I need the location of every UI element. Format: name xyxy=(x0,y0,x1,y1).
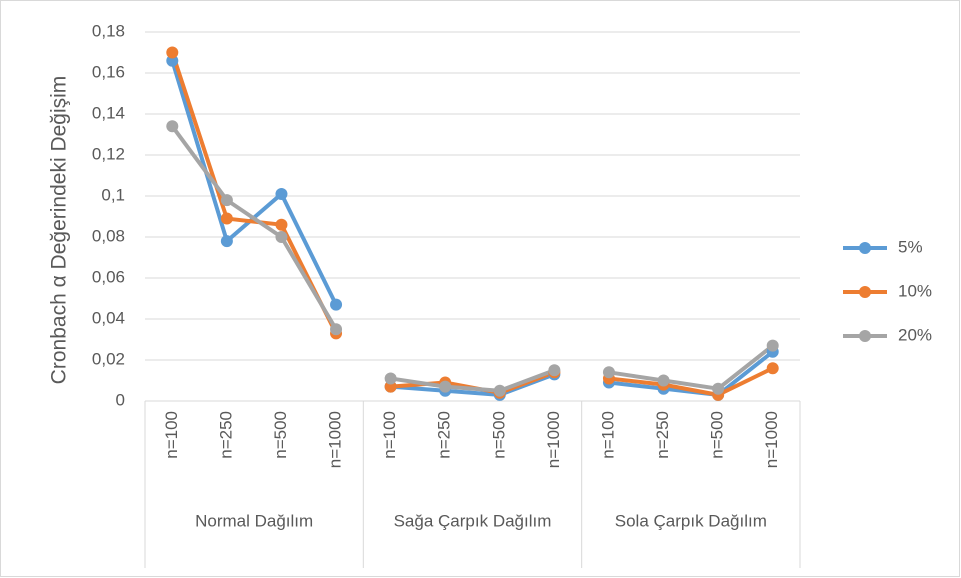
x-tick-label: n=100 xyxy=(380,411,399,459)
data-point xyxy=(330,298,343,311)
data-point xyxy=(602,366,615,379)
series-line xyxy=(170,51,338,335)
x-tick-label: n=1000 xyxy=(544,411,563,468)
legend-marker xyxy=(859,286,871,298)
legend-marker xyxy=(859,330,871,342)
y-tick-label: 0,04 xyxy=(92,308,125,327)
group-label: Sağa Çarpık Dağılım xyxy=(394,511,552,530)
group-label: Normal Dağılım xyxy=(195,511,313,530)
legend-label: 5% xyxy=(898,237,923,256)
group-label: Sola Çarpık Dağılım xyxy=(615,511,767,530)
x-tick-label: n=500 xyxy=(271,411,290,459)
x-tick-label: n=500 xyxy=(708,411,727,459)
y-tick-label: 0,08 xyxy=(92,226,125,245)
y-tick-label: 0,02 xyxy=(92,349,125,368)
x-tick-label: n=1000 xyxy=(326,411,345,468)
data-point xyxy=(439,380,452,393)
legend-marker xyxy=(859,242,871,254)
data-point xyxy=(712,382,725,395)
x-tick-label: n=1000 xyxy=(762,411,781,468)
x-tick-label: n=250 xyxy=(216,411,235,459)
y-axis-title: Cronbach α Değerindeki Değişim xyxy=(48,76,71,385)
data-point xyxy=(275,231,288,243)
y-tick-label: 0,12 xyxy=(92,144,125,163)
series-line xyxy=(608,344,774,391)
y-tick-label: 0 xyxy=(116,390,125,409)
data-point xyxy=(166,54,179,67)
data-point xyxy=(275,187,288,200)
y-tick-label: 0,14 xyxy=(92,103,125,122)
legend-label: 20% xyxy=(898,325,932,344)
data-point xyxy=(766,339,779,352)
y-tick-label: 0,06 xyxy=(92,267,125,286)
data-point xyxy=(548,364,561,377)
x-tick-label: n=100 xyxy=(598,411,617,459)
data-point xyxy=(220,194,233,207)
series-line xyxy=(390,368,556,393)
x-tick-label: n=250 xyxy=(653,411,672,459)
x-tick-label: n=250 xyxy=(435,411,454,459)
data-point xyxy=(657,374,670,387)
data-point xyxy=(384,372,397,385)
x-tick-label: n=100 xyxy=(162,411,181,459)
data-point xyxy=(275,218,288,231)
x-tick-label: n=500 xyxy=(489,411,508,459)
data-point xyxy=(220,235,233,248)
data-point xyxy=(330,323,343,336)
data-point xyxy=(220,212,233,225)
y-tick-label: 0,1 xyxy=(101,185,125,204)
y-tick-label: 0,16 xyxy=(92,62,125,81)
series-line xyxy=(608,366,774,397)
series-line xyxy=(608,350,774,397)
data-point xyxy=(166,46,179,59)
data-point xyxy=(166,120,179,133)
legend-label: 10% xyxy=(898,281,932,300)
data-point xyxy=(493,384,506,397)
data-point xyxy=(384,380,397,393)
data-point xyxy=(766,362,779,375)
y-tick-label: 0,18 xyxy=(92,21,125,40)
series-line xyxy=(170,125,338,331)
